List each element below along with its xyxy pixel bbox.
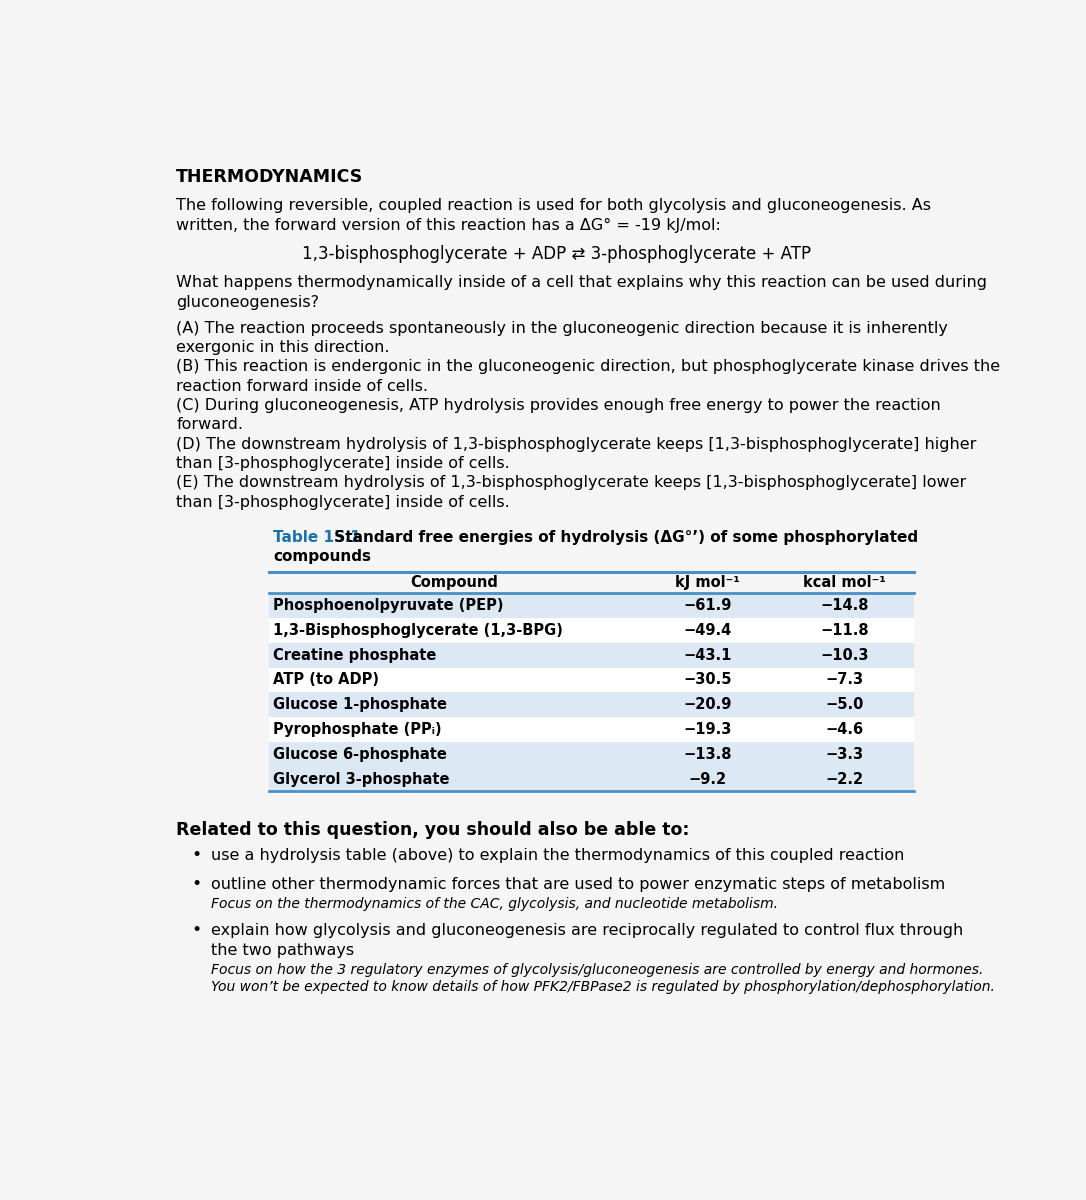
Text: •: • xyxy=(191,846,202,864)
Text: −11.8: −11.8 xyxy=(821,623,869,638)
Text: −10.3: −10.3 xyxy=(821,648,869,662)
Text: compounds: compounds xyxy=(273,550,371,564)
Text: exergonic in this direction.: exergonic in this direction. xyxy=(176,340,390,355)
Text: reaction forward inside of cells.: reaction forward inside of cells. xyxy=(176,379,428,394)
Text: written, the forward version of this reaction has a ΔG° = -19 kJ/mol:: written, the forward version of this rea… xyxy=(176,217,721,233)
Text: than [3-phosphoglycerate] inside of cells.: than [3-phosphoglycerate] inside of cell… xyxy=(176,456,510,470)
Text: ATP (to ADP): ATP (to ADP) xyxy=(273,672,379,688)
Text: Glucose 1-phosphate: Glucose 1-phosphate xyxy=(273,697,447,713)
Bar xyxy=(268,618,914,643)
Bar xyxy=(268,667,914,692)
Text: THERMODYNAMICS: THERMODYNAMICS xyxy=(176,168,364,186)
Text: −5.0: −5.0 xyxy=(825,697,864,713)
Text: Glucose 6-phosphate: Glucose 6-phosphate xyxy=(273,746,446,762)
Text: −19.3: −19.3 xyxy=(683,722,732,737)
Text: Phosphoenolpyruvate (PEP): Phosphoenolpyruvate (PEP) xyxy=(273,598,504,613)
Text: forward.: forward. xyxy=(176,418,243,432)
Text: 1,3-bisphosphoglycerate + ADP ⇄ 3-phosphoglycerate + ATP: 1,3-bisphosphoglycerate + ADP ⇄ 3-phosph… xyxy=(302,245,811,263)
Text: 1,3-Bisphosphoglycerate (1,3-BPG): 1,3-Bisphosphoglycerate (1,3-BPG) xyxy=(273,623,563,638)
Bar xyxy=(268,692,914,718)
Text: −14.8: −14.8 xyxy=(821,598,869,613)
Bar xyxy=(268,643,914,667)
Text: (D) The downstream hydrolysis of 1,3-bisphosphoglycerate keeps [1,3-bisphosphogl: (D) The downstream hydrolysis of 1,3-bis… xyxy=(176,437,976,451)
Bar xyxy=(268,718,914,742)
Text: Compound: Compound xyxy=(411,575,498,590)
Text: −43.1: −43.1 xyxy=(683,648,732,662)
Text: Focus on the thermodynamics of the CAC, glycolysis, and nucleotide metabolism.: Focus on the thermodynamics of the CAC, … xyxy=(212,896,779,911)
Text: −30.5: −30.5 xyxy=(683,672,732,688)
Text: Standard free energies of hydrolysis (ΔG°’) of some phosphorylated: Standard free energies of hydrolysis (ΔG… xyxy=(329,530,919,546)
Text: kJ mol⁻¹: kJ mol⁻¹ xyxy=(675,575,741,590)
Text: use a hydrolysis table (above) to explain the thermodynamics of this coupled rea: use a hydrolysis table (above) to explai… xyxy=(212,848,905,863)
Text: Glycerol 3-phosphate: Glycerol 3-phosphate xyxy=(273,772,450,786)
Text: •: • xyxy=(191,922,202,940)
Text: (E) The downstream hydrolysis of 1,3-bisphosphoglycerate keeps [1,3-bisphosphogl: (E) The downstream hydrolysis of 1,3-bis… xyxy=(176,475,967,491)
Text: −9.2: −9.2 xyxy=(689,772,727,786)
Text: gluconeogenesis?: gluconeogenesis? xyxy=(176,295,319,310)
Text: kcal mol⁻¹: kcal mol⁻¹ xyxy=(804,575,886,590)
Text: outline other thermodynamic forces that are used to power enzymatic steps of met: outline other thermodynamic forces that … xyxy=(212,877,946,893)
Text: Focus on how the 3 regulatory enzymes of glycolysis/gluconeogenesis are controll: Focus on how the 3 regulatory enzymes of… xyxy=(212,962,984,977)
Text: −49.4: −49.4 xyxy=(683,623,732,638)
Text: •: • xyxy=(191,875,202,893)
Text: −2.2: −2.2 xyxy=(825,772,864,786)
Text: Creatine phosphate: Creatine phosphate xyxy=(273,648,437,662)
Bar xyxy=(268,767,914,792)
Text: the two pathways: the two pathways xyxy=(212,943,355,958)
Text: Related to this question, you should also be able to:: Related to this question, you should als… xyxy=(176,821,690,839)
Bar xyxy=(268,742,914,767)
Bar xyxy=(268,593,914,618)
Text: −4.6: −4.6 xyxy=(825,722,864,737)
Text: −20.9: −20.9 xyxy=(683,697,732,713)
Text: (C) During gluconeogenesis, ATP hydrolysis provides enough free energy to power : (C) During gluconeogenesis, ATP hydrolys… xyxy=(176,398,940,413)
Text: Pyrophosphate (PPᵢ): Pyrophosphate (PPᵢ) xyxy=(273,722,442,737)
Text: −7.3: −7.3 xyxy=(825,672,864,688)
Text: −3.3: −3.3 xyxy=(825,746,864,762)
Text: (B) This reaction is endergonic in the gluconeogenic direction, but phosphoglyce: (B) This reaction is endergonic in the g… xyxy=(176,359,1000,374)
Text: explain how glycolysis and gluconeogenesis are reciprocally regulated to control: explain how glycolysis and gluconeogenes… xyxy=(212,923,963,938)
Text: The following reversible, coupled reaction is used for both glycolysis and gluco: The following reversible, coupled reacti… xyxy=(176,198,931,212)
Text: (A) The reaction proceeds spontaneously in the gluconeogenic direction because i: (A) The reaction proceeds spontaneously … xyxy=(176,320,948,336)
Text: What happens thermodynamically inside of a cell that explains why this reaction : What happens thermodynamically inside of… xyxy=(176,275,987,290)
Text: −13.8: −13.8 xyxy=(683,746,732,762)
Text: You won’t be expected to know details of how PFK2/FBPase2 is regulated by phosph: You won’t be expected to know details of… xyxy=(212,979,996,994)
Text: than [3-phosphoglycerate] inside of cells.: than [3-phosphoglycerate] inside of cell… xyxy=(176,494,510,510)
Text: −61.9: −61.9 xyxy=(683,598,732,613)
Text: Table 15.1: Table 15.1 xyxy=(273,530,361,546)
